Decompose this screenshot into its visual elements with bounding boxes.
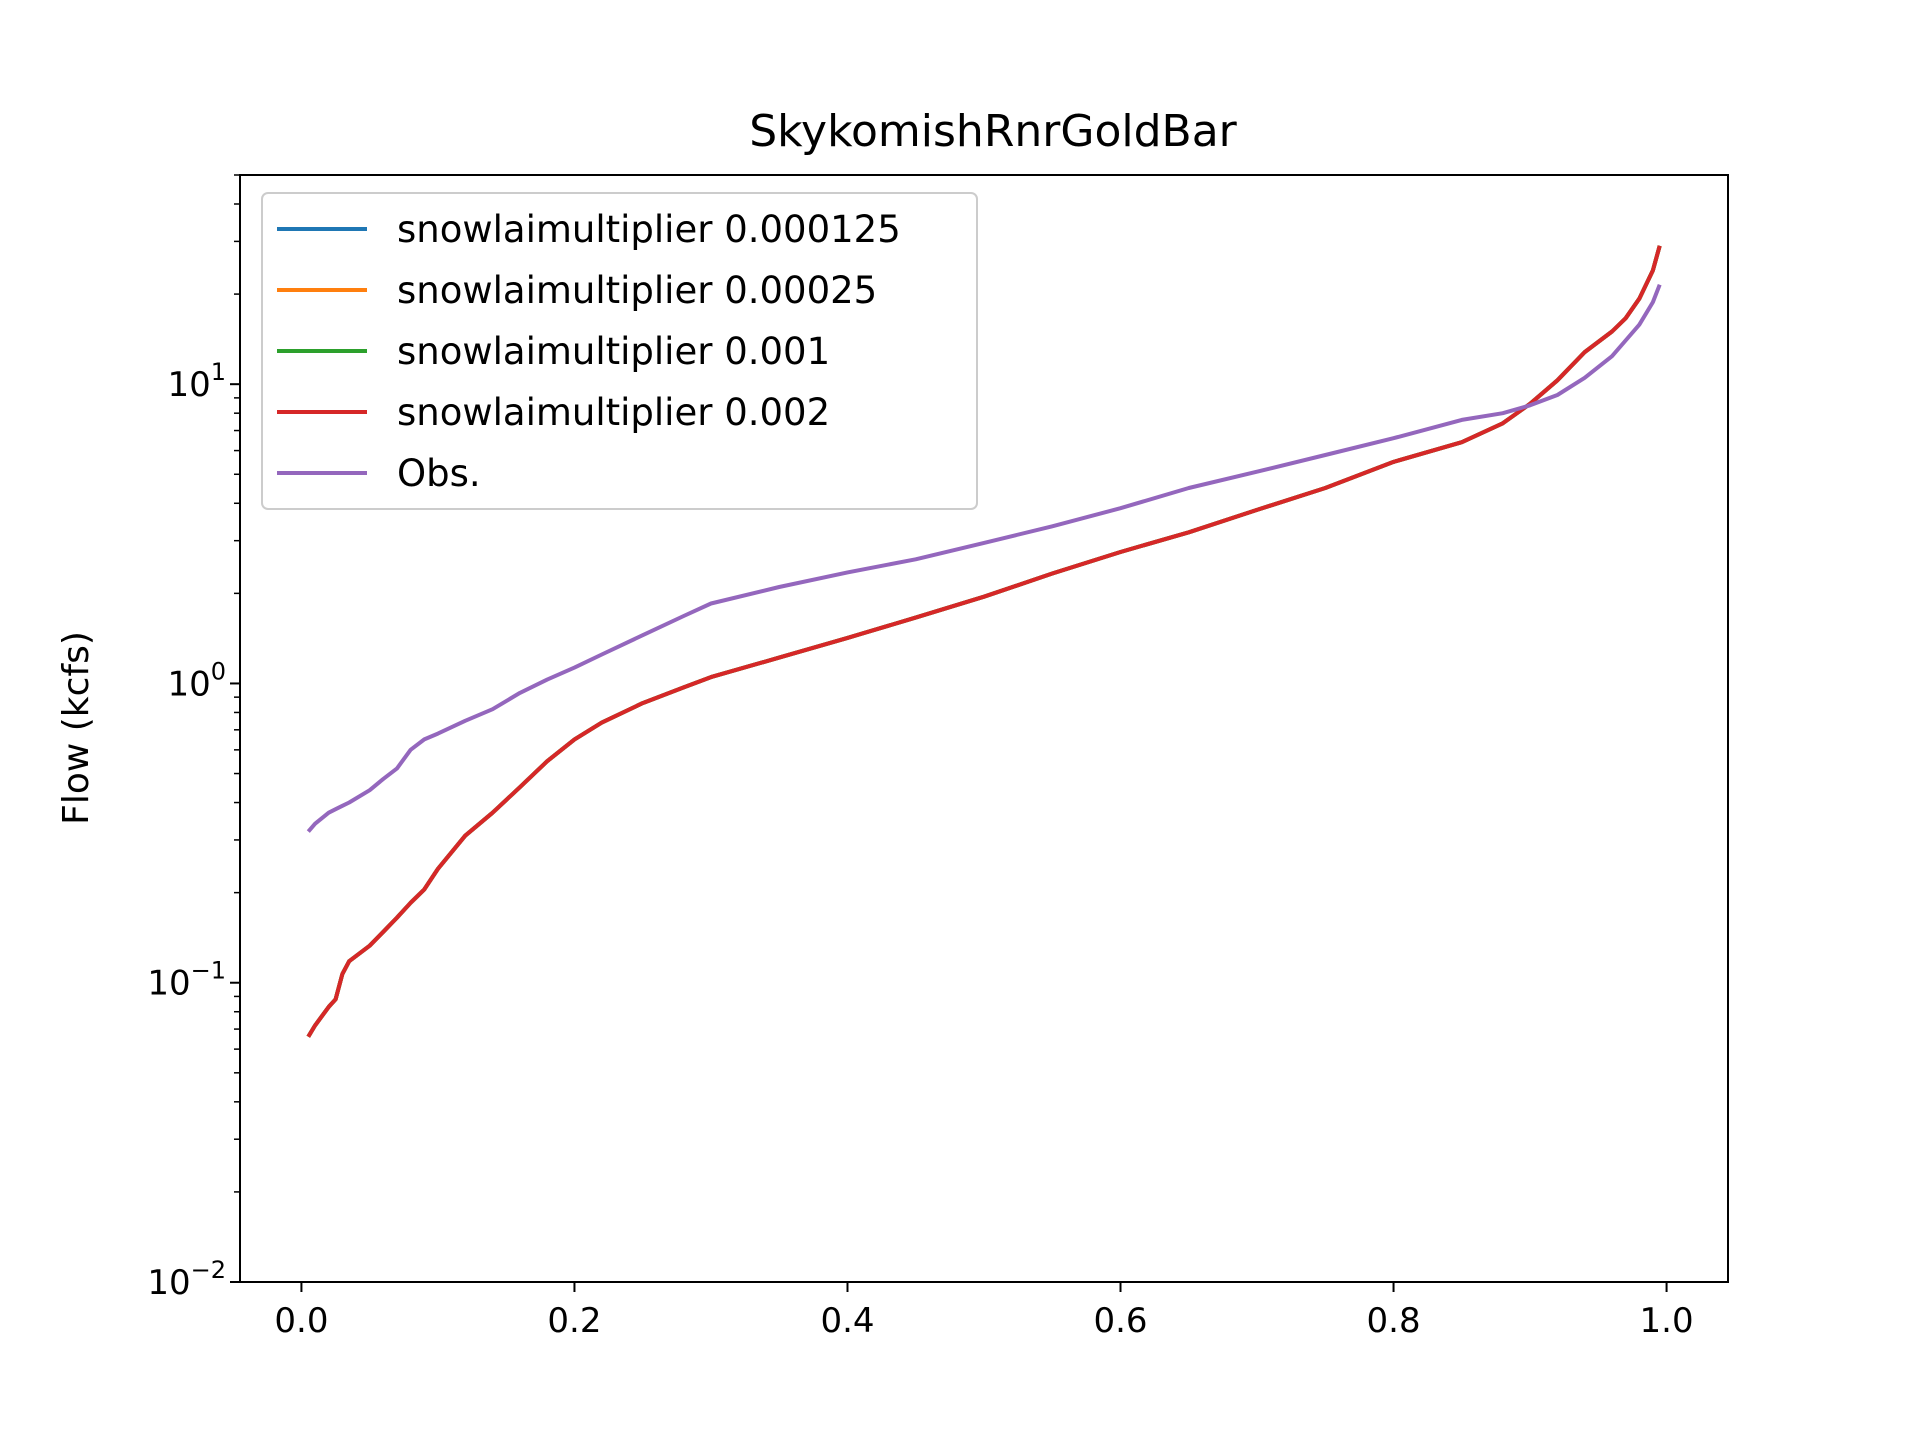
x-tick-label: 0.2: [547, 1301, 601, 1341]
legend-label: Obs.: [397, 452, 481, 495]
y-tick-label: 100: [167, 657, 226, 704]
chart-title: SkykomishRnrGoldBar: [749, 106, 1237, 157]
y-tick-label: 10−1: [147, 957, 226, 1004]
plot-area: [239, 174, 1729, 1283]
legend-label: snowlaimultiplier 0.001: [397, 330, 830, 373]
legend: snowlaimultiplier 0.000125 snowlaimultipl…: [261, 192, 978, 510]
legend-label: snowlaimultiplier 0.002: [397, 391, 830, 434]
x-tick-label: 0.6: [1093, 1301, 1147, 1341]
x-tick-label: 1.0: [1640, 1301, 1694, 1341]
y-tick-label: 10−2: [147, 1256, 226, 1303]
y-axis-label: Flow (kcfs): [56, 631, 97, 825]
ticks-layer: 0.0 0.2 0.4 0.6 0.8 1.0 10−2 10−1 100 101: [147, 174, 1694, 1341]
legend-label: snowlaimultiplier 0.000125: [397, 208, 901, 251]
x-tick-label: 0.8: [1367, 1301, 1421, 1341]
series-layer: [306, 245, 1662, 1038]
legend-box: [261, 192, 978, 510]
plot-frame: [239, 174, 1729, 1283]
legend-label: snowlaimultiplier 0.00025: [397, 269, 877, 312]
series-line-4: [306, 283, 1662, 833]
series-line-3: [306, 245, 1662, 1038]
y-tick-label: 101: [167, 358, 226, 405]
x-tick-label: 0.0: [274, 1301, 328, 1341]
x-tick-label: 0.4: [820, 1301, 874, 1341]
